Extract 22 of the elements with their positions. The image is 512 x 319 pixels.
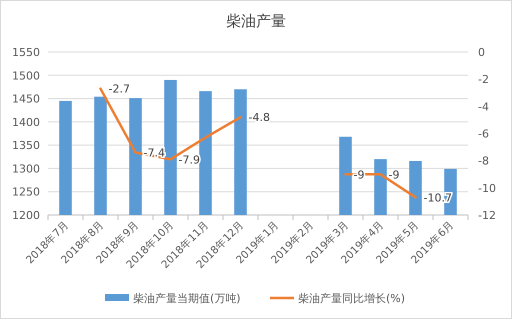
- y2-tick-label: -12: [478, 209, 496, 222]
- y2-tick-label: -4: [478, 100, 489, 114]
- y-tick-label: 1300: [12, 162, 40, 176]
- y-tick-label: 1450: [12, 92, 40, 106]
- y-tick-label: 1250: [12, 186, 40, 199]
- y-tick-label: 1550: [12, 46, 40, 59]
- data-label: -9: [388, 168, 400, 182]
- data-label: -2.7: [108, 82, 130, 96]
- y2-tick-label: -10: [478, 182, 496, 195]
- legend-label: 柴油产量当期值(万吨): [133, 292, 241, 305]
- y-tick-label: 1200: [12, 209, 40, 222]
- y2-tick-label: -6: [478, 128, 489, 140]
- y-tick-label: 1350: [12, 139, 40, 152]
- legend-label: 柴油产量同比增长(%): [298, 292, 406, 305]
- y-tick-label: 1500: [12, 69, 40, 82]
- y2-tick-label: 0: [478, 46, 485, 59]
- data-label: -7.9: [178, 153, 200, 166]
- chart-title: 柴油产量: [226, 12, 286, 30]
- y2-tick-label: -8: [478, 154, 489, 168]
- data-label: -4.8: [248, 111, 270, 124]
- y2-tick-label: -2: [478, 73, 489, 86]
- y-tick-label: 1400: [12, 116, 40, 129]
